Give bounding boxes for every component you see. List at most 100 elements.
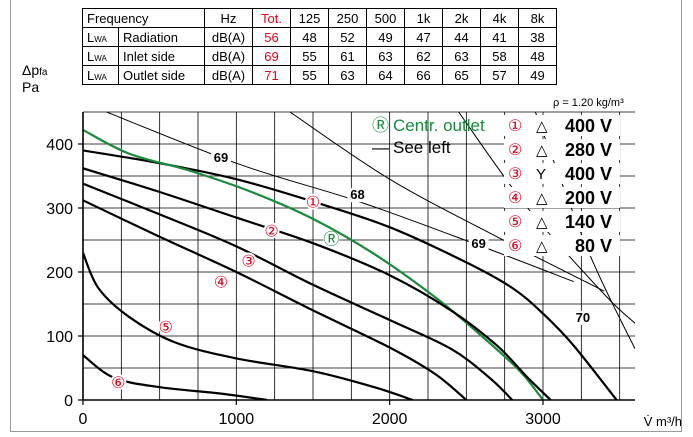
table-cell: 65 — [442, 65, 481, 85]
series-line-centr — [83, 128, 544, 400]
series-line-3 — [83, 182, 514, 400]
speed-legend: ① △ 400 V ② △ 280 V ③ Y 400 V ④ △ 200 V ⑤ △ 140 V ⑥ △ 80 … — [504, 115, 620, 256]
speed-legend-bg — [504, 187, 620, 208]
row-unit: dB(A) — [204, 27, 253, 47]
y-axis-label: Δpfa Pa — [22, 62, 48, 95]
table-row: LWA Radiation dB(A) 56 48 52 49 47 44 41… — [82, 27, 557, 47]
table-row: LWA Outlet side dB(A) 71 55 63 64 66 65 … — [82, 65, 557, 85]
row-total: 71 — [252, 65, 291, 85]
table-header-row: Frequency Hz Tot. 125 250 500 1k 2k 4k 8… — [82, 8, 557, 28]
iso-label: 69 — [214, 150, 228, 165]
row-label: Inlet side — [118, 46, 205, 66]
iso-label-bg — [468, 236, 489, 251]
y-tick-label: 100 — [46, 329, 73, 346]
table-cell: 38 — [518, 27, 557, 47]
curve-label-bg — [305, 193, 321, 210]
legend-see-left-label: — See left — [372, 138, 451, 157]
density-note: ρ = 1.20 kg/m³ — [553, 97, 624, 109]
series-line-6 — [83, 354, 268, 400]
table-cell: 66 — [404, 65, 443, 85]
header-frequency: Frequency — [82, 8, 205, 28]
speed-legend-bg — [504, 211, 620, 232]
y-tick-label: 400 — [46, 137, 73, 154]
curve-labels: ① ②③④ ⑤ ⑥ Ⓡ — [110, 193, 340, 392]
curve-number-label: ④ — [214, 275, 228, 292]
legend: Ⓡ Centr. outlet — See left — [372, 116, 485, 157]
curve-label-bg — [213, 273, 229, 290]
speed-voltage: 140 V — [565, 212, 612, 232]
curve-number-label: ③ — [241, 253, 255, 270]
iso-label-bg — [572, 311, 593, 325]
table-cell: 55 — [290, 65, 329, 85]
row-unit: dB(A) — [204, 46, 253, 66]
speed-number: ⑤ — [508, 214, 522, 231]
iso-label: 70 — [576, 310, 590, 325]
curve-label-bg — [157, 318, 174, 335]
legend-centr-outlet-label: Ⓡ Centr. outlet — [372, 116, 485, 135]
header-band: 2k — [442, 8, 481, 28]
table-cell: 48 — [518, 46, 557, 66]
curve-number-label: ⑥ — [111, 375, 125, 392]
speed-legend-bg — [504, 139, 620, 160]
lwa-symbol: LWA — [82, 65, 119, 85]
connection-symbol: △ — [536, 190, 548, 207]
series-line-5 — [83, 252, 414, 400]
acoustic-data-table: Frequency Hz Tot. 125 250 500 1k 2k 4k 8… — [82, 8, 557, 85]
speed-voltage: 400 V — [565, 164, 612, 184]
speed-voltage: 80 V — [575, 236, 612, 256]
connection-symbol: △ — [536, 142, 548, 159]
axes: 0 100 200 300 400 0 1000 2000 3000 V̇ m³/h — [46, 112, 682, 429]
curve-number-label: ⑤ — [159, 319, 173, 336]
table-cell: 58 — [480, 46, 519, 66]
y-tick-label: 300 — [46, 201, 73, 218]
x-tick-label: 3000 — [525, 411, 561, 428]
series-line-4 — [83, 199, 468, 400]
header-band: 500 — [366, 8, 405, 28]
speed-number: ④ — [508, 190, 522, 207]
iso-label: 69 — [471, 236, 485, 251]
speed-voltage: 400 V — [565, 116, 612, 136]
figure-frame — [10, 0, 682, 432]
table-cell: 63 — [442, 46, 481, 66]
row-unit: dB(A) — [204, 65, 253, 85]
curve-label-bg — [323, 230, 340, 247]
connection-symbol: △ — [536, 238, 548, 255]
curve-number-label: ② — [264, 223, 278, 240]
speed-number: ⑥ — [508, 238, 522, 255]
table-cell: 62 — [404, 46, 443, 66]
series-line-1 — [83, 149, 618, 400]
y-tick-label: 200 — [46, 265, 73, 282]
series-line-2 — [83, 167, 552, 400]
iso-line-68 — [289, 112, 605, 292]
speed-number: ① — [508, 118, 522, 135]
speed-legend-bg — [504, 235, 620, 256]
x-tick-label: 2000 — [372, 411, 408, 428]
iso-label-bg — [211, 151, 231, 165]
connection-symbol: △ — [536, 118, 548, 135]
performance-curves — [83, 128, 618, 400]
x-tick-label: 0 — [79, 411, 88, 428]
speed-voltage: 280 V — [565, 140, 612, 160]
table-cell: 64 — [366, 65, 405, 85]
table-cell: 63 — [328, 65, 367, 85]
table-cell: 55 — [290, 46, 329, 66]
header-band: 125 — [290, 8, 329, 28]
iso-label-bg — [347, 188, 368, 203]
iso-label: 68 — [350, 187, 364, 202]
speed-legend-bg — [504, 115, 620, 136]
curve-label-bg — [263, 222, 280, 239]
table-cell: 41 — [480, 27, 519, 47]
x-axis-label: V̇ m³/h — [644, 414, 682, 429]
curve-label-bg — [110, 374, 127, 391]
table-cell: 49 — [518, 65, 557, 85]
connection-symbol: Y — [536, 166, 546, 183]
y-tick-label: 0 — [64, 393, 73, 410]
connection-symbol: △ — [536, 214, 548, 231]
table-cell: 52 — [328, 27, 367, 47]
speed-legend-bg — [504, 163, 620, 184]
speed-number: ② — [508, 142, 522, 159]
table-row: LWA Inlet side dB(A) 69 55 61 63 62 63 5… — [82, 46, 557, 66]
curve-number-label: ① — [306, 195, 320, 212]
table-cell: 49 — [366, 27, 405, 47]
